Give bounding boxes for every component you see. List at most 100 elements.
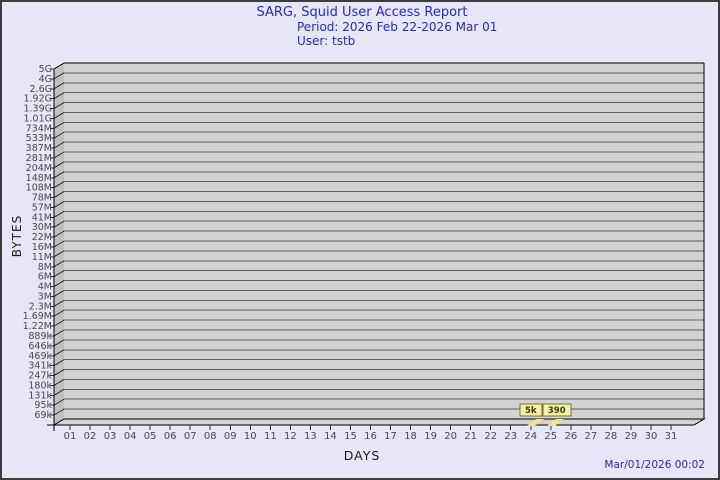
x-tick-label: 02: [84, 431, 97, 442]
y-tick-slant: [53, 92, 65, 100]
x-tick-label: 17: [384, 431, 397, 442]
y-tick-label: 889k: [28, 331, 52, 342]
y-tick-label: 95k: [34, 400, 52, 411]
bar-value-box: [519, 403, 543, 417]
x-tick-label: 23: [504, 431, 517, 442]
y-tick-slant: [53, 379, 65, 386]
x-tick-label: 14: [324, 431, 337, 442]
y-tick-slant: [53, 151, 65, 159]
y-tick-slant: [53, 72, 65, 80]
y-tick-slant: [53, 260, 65, 268]
y-tick-slant: [53, 161, 65, 169]
x-tick-label: 07: [184, 431, 197, 442]
x-tick-label: 28: [605, 431, 618, 442]
x-tick-label: 30: [645, 431, 658, 442]
top-left-slant: [53, 62, 65, 70]
y-tick-label: 281M: [26, 153, 52, 164]
y-tick-slant: [53, 299, 65, 307]
y-tick-label: 1.01G: [23, 113, 52, 124]
bar: [526, 419, 544, 426]
y-tick-label: 5G: [39, 64, 52, 75]
x-axis-title: DAYS: [343, 448, 381, 463]
y-tick-label: 341k: [28, 361, 52, 372]
y-tick-label: 1.22M: [23, 321, 52, 332]
y-tick-label: 180k: [28, 380, 52, 391]
x-tick-label: 08: [204, 431, 217, 442]
y-tick-slant: [53, 141, 65, 149]
y-tick-slant: [53, 102, 65, 109]
y-tick-label: 2.6G: [30, 84, 52, 95]
y-tick-slant: [53, 369, 65, 376]
y-tick-slant: [53, 329, 65, 337]
y-tick-label: 204M: [26, 163, 52, 174]
y-tick-label: 387M: [26, 143, 52, 154]
y-tick-slant: [53, 191, 65, 198]
y-tick-slant: [53, 398, 65, 406]
y-tick-label: 1.92G: [23, 94, 52, 105]
y-tick-slant: [53, 280, 65, 287]
y-tick-label: 69k: [34, 410, 52, 421]
x-tick-label: 10: [244, 431, 257, 442]
y-tick-slant: [53, 220, 65, 228]
y-tick-slant: [53, 171, 65, 179]
y-tick-label: 57M: [32, 202, 52, 213]
y-tick-label: 6M: [38, 272, 52, 283]
y-tick-label: 30M: [32, 222, 52, 233]
y-tick-slant: [53, 121, 65, 129]
y-tick-slant: [53, 250, 65, 258]
bar: [546, 419, 564, 426]
chart-subtitle-block: Period: 2026 Feb 22-2026 Mar 01 User: tst…: [297, 20, 497, 48]
y-tick-label: 16M: [32, 242, 52, 253]
generated-timestamp: Mar/01/2026 00:02: [604, 459, 705, 471]
y-tick-label: 108M: [26, 183, 52, 194]
x-tick-label: 29: [625, 431, 638, 442]
x-tick-label: 19: [424, 431, 437, 442]
y-tick-slant: [53, 349, 65, 357]
y-tick-label: 247k: [28, 371, 52, 382]
x-tick-label: 13: [304, 431, 317, 442]
y-tick-label: 1.39G: [23, 104, 52, 115]
x-tick-label: 01: [64, 431, 77, 442]
bottom-floor: [52, 418, 706, 426]
y-tick-label: 533M: [26, 133, 52, 144]
y-tick-slant: [53, 112, 65, 119]
x-tick-label: 04: [124, 431, 137, 442]
x-tick-label: 05: [144, 431, 157, 442]
x-tick-label: 09: [224, 431, 237, 442]
x-tick-label: 06: [164, 431, 177, 442]
y-tick-slant: [53, 82, 65, 90]
chart-title: SARG, Squid User Access Report: [256, 5, 468, 20]
y-tick-label: 11M: [32, 252, 52, 263]
y-tick-slant: [53, 240, 65, 248]
bar-value-label: 5k: [525, 406, 537, 416]
x-tick-label: 21: [464, 431, 477, 442]
x-tick-label: 24: [524, 431, 537, 442]
y-tick-slant: [53, 339, 65, 347]
x-tick-label: 27: [584, 431, 597, 442]
y-tick-label: 2.3M: [29, 301, 52, 312]
y-tick-label: 131k: [28, 390, 52, 401]
y-tick-label: 4G: [39, 74, 52, 85]
y-tick-slant: [53, 319, 65, 327]
y-tick-label: 1.69M: [23, 311, 52, 322]
y-tick-slant: [53, 359, 65, 367]
x-tick-label: 31: [665, 431, 678, 442]
y-tick-slant: [53, 290, 65, 297]
bar-value-label: 390: [548, 406, 566, 416]
y-tick-label: 646k: [28, 341, 52, 352]
y-tick-slant: [53, 201, 65, 208]
x-tick-label: 26: [564, 431, 577, 442]
x-tick-label: 20: [444, 431, 457, 442]
x-tick-label: 25: [544, 431, 557, 442]
y-tick-slant: [53, 270, 65, 278]
y-tick-label: 148M: [26, 173, 52, 184]
y-tick-slant: [53, 309, 65, 317]
y-tick-slant: [53, 210, 65, 218]
y-tick-slant: [53, 181, 65, 189]
y-tick-label: 8M: [38, 262, 52, 273]
y-tick-slant: [53, 230, 65, 238]
y-tick-label: 41M: [32, 212, 52, 223]
chart-user: User: tstb: [297, 34, 356, 48]
